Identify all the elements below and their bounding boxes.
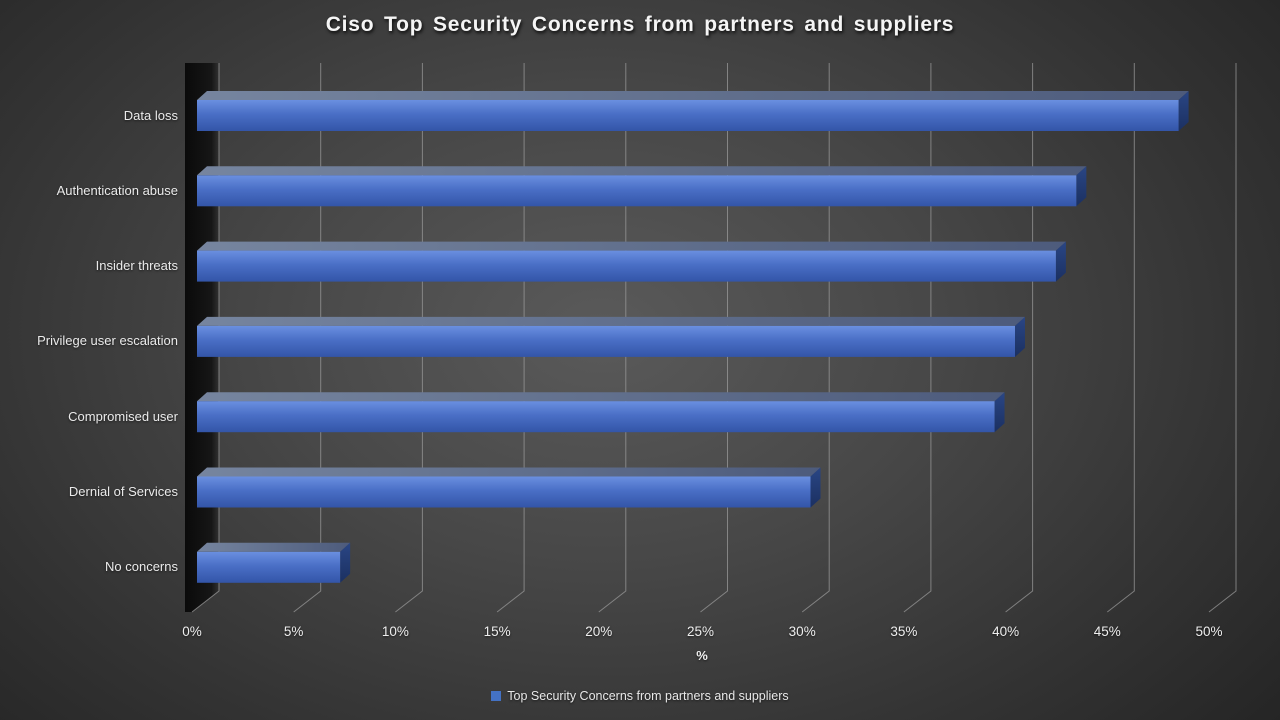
gridlines xyxy=(191,63,1237,613)
gridline-40 xyxy=(1005,63,1034,613)
category-label-data-loss: Data loss xyxy=(123,107,178,123)
x-tick-45pct: 45% xyxy=(1093,624,1121,639)
legend-swatch-icon xyxy=(491,691,502,701)
x-tick-0pct: 0% xyxy=(182,624,202,639)
x-tick-20pct: 20% xyxy=(585,624,613,639)
bar-dernial-of-services[interactable] xyxy=(197,467,821,508)
bar-front-face xyxy=(197,250,1056,282)
bar-data-loss[interactable] xyxy=(197,91,1189,131)
x-tick-15pct: 15% xyxy=(483,624,511,639)
gridline-10 xyxy=(395,63,423,613)
bar-top-face xyxy=(197,392,1005,402)
bar-top-face xyxy=(197,241,1066,251)
chart-title: Ciso Top Security Concerns from partners… xyxy=(325,13,955,36)
x-tick-5pct: 5% xyxy=(283,624,304,639)
x-tick-40pct: 40% xyxy=(992,624,1020,639)
bar-front-face xyxy=(197,175,1077,207)
bar-authentication-abuse[interactable] xyxy=(197,166,1087,207)
bar-insider-threats[interactable] xyxy=(197,241,1066,282)
bar-top-face xyxy=(197,542,351,552)
bar-side-face xyxy=(340,542,351,583)
bar-top-face xyxy=(197,166,1087,176)
category-label-dernial-of-services: Dernial of Services xyxy=(68,484,178,499)
bar-front-face xyxy=(197,551,341,583)
category-label-no-concerns: No concerns xyxy=(105,559,178,575)
bar-privilege-user-escalation[interactable] xyxy=(197,316,1025,357)
gridline-50 xyxy=(1208,63,1237,613)
gridline-25 xyxy=(700,63,728,613)
legend-label: Top Security Concerns from partners and … xyxy=(507,689,789,703)
bar-top-face xyxy=(197,467,821,477)
bar-side-face xyxy=(1055,241,1066,282)
category-label-authentication-abuse: Authentication abuse xyxy=(56,182,178,198)
x-tick-25pct: 25% xyxy=(686,624,715,639)
category-label-compromised-user: Compromised user xyxy=(68,408,178,424)
bar-no-concerns[interactable] xyxy=(197,542,351,583)
bar-front-face xyxy=(197,325,1015,357)
x-tick-35pct: 35% xyxy=(890,624,918,639)
bar-front-face xyxy=(197,401,995,433)
gridline-15 xyxy=(496,63,525,613)
gridline-5 xyxy=(293,63,322,613)
x-tick-50pct: 50% xyxy=(1195,624,1223,639)
gridline-0 xyxy=(191,63,220,613)
bar-side-face xyxy=(994,392,1005,433)
gridline-30 xyxy=(801,63,830,613)
bar-front-face xyxy=(197,476,811,508)
bar-side-face xyxy=(1076,166,1087,207)
bar-side-face xyxy=(810,467,821,508)
x-tick-10pct: 10% xyxy=(381,624,409,639)
category-label-privilege-user-escalation: Privilege user escalation xyxy=(37,333,178,349)
bar-side-face xyxy=(1178,91,1189,131)
x-tick-30pct: 30% xyxy=(788,624,816,639)
gridline-35 xyxy=(903,63,932,613)
bar-front-face xyxy=(197,100,1179,131)
legend[interactable]: Top Security Concerns from partners and … xyxy=(0,689,1280,703)
bar-side-face xyxy=(1015,316,1025,357)
x-axis-title: % xyxy=(696,648,708,663)
bar-top-face xyxy=(197,91,1189,100)
gridline-45 xyxy=(1106,63,1135,613)
bar-top-face xyxy=(197,316,1025,326)
category-label-insider-threats: Insider threats xyxy=(95,258,178,274)
bar-compromised-user[interactable] xyxy=(197,392,1005,433)
gridline-20 xyxy=(598,63,627,613)
